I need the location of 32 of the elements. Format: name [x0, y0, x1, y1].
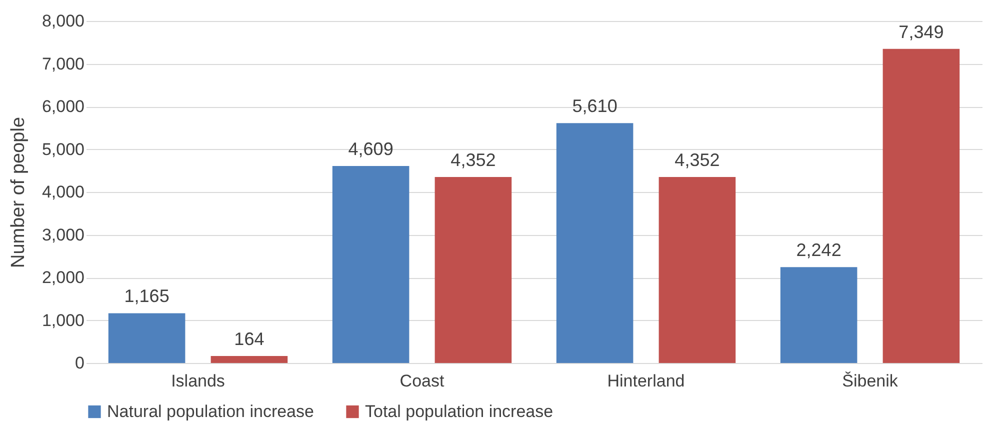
bar — [658, 176, 736, 363]
y-tick-label: 0 — [75, 354, 84, 372]
bar — [210, 356, 288, 363]
y-tick-label: 1,000 — [42, 310, 84, 330]
x-tick-label: Coast — [400, 372, 444, 390]
bar — [780, 267, 858, 363]
y-tick-label: 7,000 — [42, 54, 84, 74]
y-tick-label: 3,000 — [42, 225, 84, 244]
legend-label: Natural population increase — [107, 402, 314, 421]
legend-label: Total population increase — [365, 402, 554, 421]
data-label: 4,609 — [348, 138, 394, 159]
y-tick-label: 4,000 — [42, 182, 84, 202]
bar — [882, 48, 960, 363]
data-label: 164 — [234, 328, 264, 349]
bar — [108, 313, 186, 363]
bar — [556, 123, 634, 363]
y-axis-title: Number of people — [8, 116, 29, 268]
data-label: 4,352 — [450, 150, 496, 170]
bar — [434, 176, 512, 363]
data-label: 5,610 — [572, 96, 618, 116]
data-label: 4,352 — [674, 150, 720, 170]
bar — [332, 166, 410, 363]
x-tick-label: Hinterland — [607, 372, 685, 390]
y-tick-label: 8,000 — [42, 12, 84, 30]
data-label: 7,349 — [898, 22, 944, 42]
y-tick-label: 2,000 — [42, 268, 84, 287]
data-label: 2,242 — [796, 240, 842, 260]
data-label: 1,165 — [124, 286, 170, 306]
x-tick-label: Šibenik — [842, 372, 898, 390]
y-tick-label: 5,000 — [42, 140, 84, 159]
x-tick-label: Islands — [171, 372, 225, 390]
y-tick-label: 6,000 — [42, 97, 84, 116]
